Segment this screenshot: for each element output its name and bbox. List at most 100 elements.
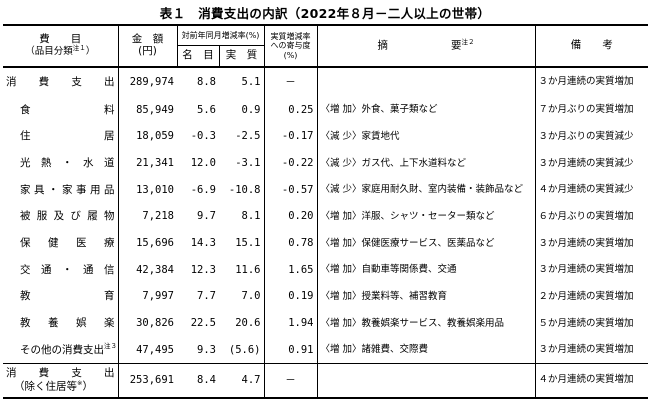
row-remarks: ３か月ぶりの実質減少 <box>534 123 648 151</box>
row-remarks: ５か月連続の実質増加 <box>534 310 648 338</box>
table-title: 表１ 消費支出の内訳（2022年８月－二人以上の世帯） <box>159 6 491 21</box>
row-amount: 289,974 <box>117 67 177 97</box>
row-nominal: 8.4 <box>197 373 216 386</box>
row-real: 15.1 <box>235 237 261 249</box>
row-amount: 30,826 <box>117 310 177 338</box>
row-nominal: 8.8 <box>197 75 216 88</box>
row-name: 消 費 支 出 <box>3 67 118 97</box>
table-row: 保健医療 15,696 14.3 15.1 0.78 〈増 加〉保健医療サービス、医薬品な… <box>3 230 648 258</box>
row-amount: 15,696 <box>117 230 177 258</box>
row-name-label: 被服及び履物 <box>20 210 115 223</box>
table-row: 教 育 7,997 7.7 7.0 0.19 〈増 加〉授業料等、補習教育 ２か月連続の実質… <box>3 283 648 311</box>
row-amount: 21,341 <box>117 150 177 178</box>
row-nominal: 9.3 <box>197 343 216 356</box>
row-summary: 〈減 少〉ガス代、上下水道料など <box>316 150 535 178</box>
row-remarks: ４か月連続の実質減少 <box>534 177 648 204</box>
row-name-label: 家具・家事用品 <box>20 183 115 196</box>
row-summary: 〈減 少〉家賃地代 <box>316 123 535 151</box>
row-real: 4.7 <box>241 373 261 386</box>
row-contribution: 0.91 <box>263 337 317 364</box>
row-real: -2.5 <box>235 130 261 143</box>
row-nominal: 12.0 <box>190 156 216 169</box>
row-name: その他の消費支出注３ <box>3 337 118 364</box>
table-row: 教養娯楽 30,826 22.5 20.6 1.94 〈増 加〉教養娯楽サービス、教養娯楽… <box>3 310 648 338</box>
row-remarks: ３か月連続の実質増加 <box>534 230 648 258</box>
row-contribution: 0.78 <box>263 230 317 258</box>
row-summary: 〈増 加〉授業料等、補習教育 <box>316 283 535 311</box>
row-summary: 〈増 加〉諸雑費、交際費 <box>316 337 535 364</box>
row-real: -3.1 <box>235 156 261 169</box>
expenditure-table: 費 目 （品目分類注１） 金 額 (円) 対前年同月増減率(%) 実質増減率への… <box>3 24 648 399</box>
row-name: 住 居 <box>3 124 118 151</box>
row-remarks: ４か月連続の実質増加 <box>534 363 648 398</box>
row-name-note: 注３ <box>104 342 117 350</box>
table-row: 消 費 支 出 289,974 8.8 5.1 － ３か月連続の実質増加 <box>3 67 648 97</box>
row-summary: 〈増 加〉自動車等関係費、交通 <box>316 257 535 284</box>
row-remarks: ７か月ぶりの実質増加 <box>534 97 648 124</box>
row-name: 光熱・水道 <box>3 150 118 177</box>
row-name-label: 保健医療 <box>20 237 115 249</box>
row-real: 20.6 <box>235 317 261 330</box>
header-contribution: 実質増減率への寄与度(%) <box>263 25 317 67</box>
row-amount: 85,949 <box>117 97 177 124</box>
row-nominal: 14.3 <box>190 237 216 249</box>
table-row: 食 料 85,949 5.6 0.9 0.25 〈増 加〉外食、菓子類など ７か月ぶりの実質… <box>3 97 648 124</box>
header-item: 費 目 （品目分類注１） <box>25 32 96 58</box>
header-yoy: 対前年同月増減率(%) <box>176 25 264 46</box>
table-row: 被服及び履物 7,218 9.7 8.1 0.20 〈増 加〉洋服、シャツ・セーター類など… <box>3 203 648 231</box>
header-real: 実 質 <box>218 45 264 67</box>
row-real: 7.0 <box>241 290 261 303</box>
header-remarks: 備 考 <box>534 25 648 67</box>
row-real: 5.1 <box>241 75 261 88</box>
row-amount: 47,495 <box>117 337 177 364</box>
row-name: 教 育 <box>3 284 118 311</box>
row-name-text: その他の消費支出 <box>20 343 104 356</box>
row-nominal: -6.9 <box>190 183 216 196</box>
row-amount: 42,384 <box>117 257 177 284</box>
row-amount: 18,059 <box>117 123 177 151</box>
row-summary <box>316 67 535 97</box>
table-row: 光熱・水道 21,341 12.0 -3.1 -0.22 〈減 少〉ガス代、上下水道料など… <box>3 150 648 178</box>
table-row-total-excl-housing: 消 費 支 出 （除く住居等※） 253,691 8.4 4.7 － ４か月連続… <box>3 363 648 398</box>
row-contribution: － <box>263 363 317 398</box>
row-name-label: 住 居 <box>20 130 115 143</box>
row-summary: 〈減 少〉家庭用耐久財、室内装備・装飾品など <box>316 177 535 204</box>
row-real: (5.6) <box>228 343 261 356</box>
row-contribution: 0.19 <box>263 283 317 311</box>
row-contribution: 1.94 <box>263 310 317 338</box>
table-row: その他の消費支出注３ 47,495 9.3 (5.6) 0.91 〈増 加〉諸雑費、交際費… <box>3 337 648 364</box>
row-nominal: 9.7 <box>197 210 216 223</box>
header-nominal: 名 目 <box>176 45 219 67</box>
row-remarks: ３か月連続の実質増加 <box>534 257 648 284</box>
row-contribution: 0.20 <box>263 203 317 231</box>
row-name: 保健医療 <box>3 230 118 257</box>
row-summary <box>316 363 535 398</box>
row-contribution: － <box>263 67 317 97</box>
row-nominal: -0.3 <box>190 130 216 143</box>
row-remarks: ６か月ぶりの実質増加 <box>534 203 648 231</box>
table-row: 家具・家事用品 13,010 -6.9 -10.8 -0.57 〈減 少〉家庭用耐久財、室… <box>3 177 648 204</box>
row-summary: 〈増 加〉教養娯楽サービス、教養娯楽用品 <box>316 310 535 338</box>
row-real: -10.8 <box>228 183 261 196</box>
row-nominal: 5.6 <box>197 103 216 116</box>
row-name-label: 光熱・水道 <box>20 156 115 169</box>
row-remarks: ２か月連続の実質増加 <box>534 283 648 311</box>
row-summary: 〈増 加〉保健医療サービス、医薬品など <box>316 230 535 258</box>
row-remarks: ３か月連続の実質増加 <box>534 337 648 364</box>
table-body: 消 費 支 出 289,974 8.8 5.1 － ３か月連続の実質増加食 料 85,949… <box>3 67 648 364</box>
row-name-label: 交通・通信 <box>20 263 115 276</box>
row-name-label: 教養娯楽 <box>20 317 115 330</box>
row-real: 8.1 <box>241 210 261 223</box>
row-nominal: 12.3 <box>190 263 216 276</box>
header-amount: 金 額 (円) <box>117 25 177 67</box>
row-summary: 〈増 加〉洋服、シャツ・セーター類など <box>316 203 535 231</box>
row-nominal: 22.5 <box>190 317 216 330</box>
row-amount: 253,691 <box>117 363 177 398</box>
row-contribution: 1.65 <box>263 257 317 284</box>
row-name: 食 料 <box>3 97 118 124</box>
row-name: 消 費 支 出 （除く住居等※） <box>6 367 115 393</box>
row-name-label: 消 費 支 出 <box>6 75 115 88</box>
table-row: 住 居 18,059 -0.3 -2.5 -0.17 〈減 少〉家賃地代 ３か月ぶりの実質減… <box>3 123 648 151</box>
row-remarks: ３か月連続の実質増加 <box>534 67 648 97</box>
header-summary: 摘 要注２ <box>316 25 535 67</box>
